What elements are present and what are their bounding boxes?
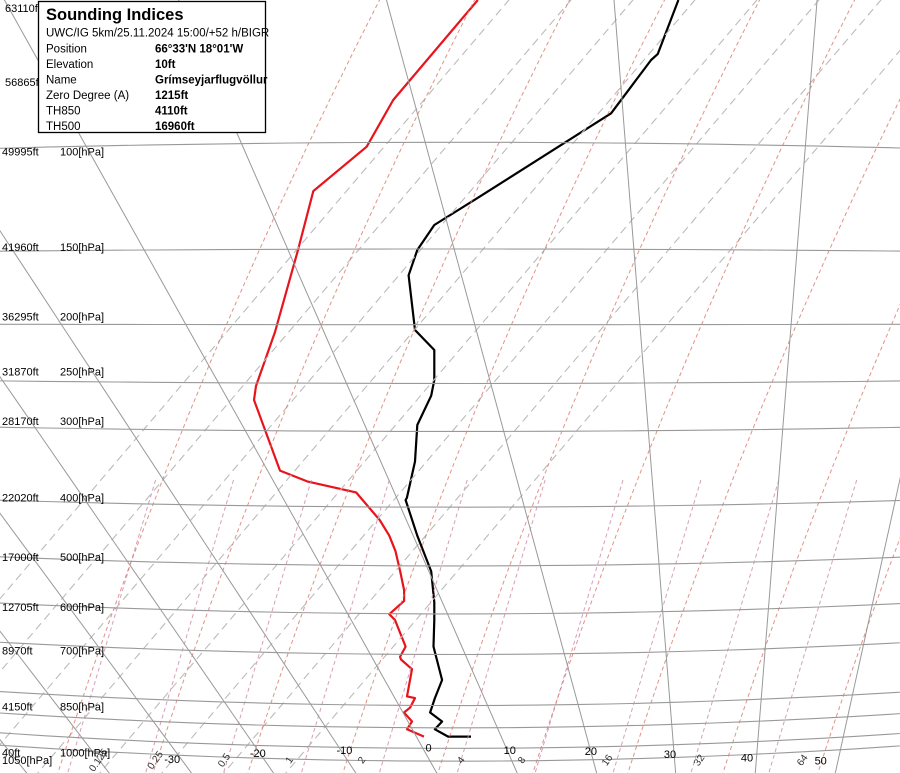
- svg-text:700[hPa]: 700[hPa]: [60, 645, 104, 657]
- svg-text:66°33'N 18°01'W: 66°33'N 18°01'W: [155, 44, 243, 56]
- svg-text:30: 30: [664, 749, 676, 761]
- svg-text:-30: -30: [164, 754, 180, 766]
- svg-text:0: 0: [425, 743, 431, 755]
- svg-text:10ft: 10ft: [155, 59, 176, 71]
- svg-text:36295ft: 36295ft: [2, 312, 39, 324]
- svg-text:31870ft: 31870ft: [2, 367, 39, 379]
- svg-text:UWC/IG 5km/25.11.2024 15:00/+5: UWC/IG 5km/25.11.2024 15:00/+52 h/BIGR: [46, 28, 269, 40]
- svg-text:Name: Name: [46, 75, 77, 87]
- svg-text:56865ft: 56865ft: [5, 77, 42, 89]
- svg-text:17000ft: 17000ft: [2, 552, 39, 564]
- svg-text:8970ft: 8970ft: [2, 645, 33, 657]
- svg-text:250[hPa]: 250[hPa]: [60, 367, 104, 379]
- svg-text:TH500: TH500: [46, 121, 81, 133]
- svg-text:4110ft: 4110ft: [155, 106, 188, 118]
- svg-text:300[hPa]: 300[hPa]: [60, 416, 104, 428]
- svg-text:16960ft: 16960ft: [155, 121, 195, 133]
- svg-text:150[hPa]: 150[hPa]: [60, 242, 104, 254]
- svg-text:49995ft: 49995ft: [2, 147, 39, 159]
- svg-text:1050[hPa]: 1050[hPa]: [2, 755, 52, 767]
- svg-text:TH850: TH850: [46, 106, 81, 118]
- svg-text:63110ft: 63110ft: [5, 3, 41, 15]
- svg-text:400[hPa]: 400[hPa]: [60, 493, 104, 505]
- svg-text:Sounding Indices: Sounding Indices: [46, 6, 184, 24]
- svg-text:22020ft: 22020ft: [2, 493, 39, 505]
- svg-text:-10: -10: [336, 745, 352, 757]
- svg-text:1215ft: 1215ft: [155, 90, 188, 102]
- svg-text:20: 20: [585, 746, 597, 758]
- svg-text:41960ft: 41960ft: [2, 242, 39, 254]
- svg-text:Grímseyjarflugvöllur: Grímseyjarflugvöllur: [155, 75, 268, 87]
- svg-text:12705ft: 12705ft: [2, 602, 39, 614]
- svg-text:40: 40: [741, 753, 753, 765]
- svg-text:50: 50: [815, 756, 827, 768]
- svg-text:4150ft: 4150ft: [2, 702, 33, 714]
- svg-text:200[hPa]: 200[hPa]: [60, 312, 104, 324]
- svg-text:Position: Position: [46, 44, 87, 56]
- svg-text:Zero Degree (A): Zero Degree (A): [46, 90, 129, 102]
- svg-text:500[hPa]: 500[hPa]: [60, 552, 104, 564]
- svg-text:28170ft: 28170ft: [2, 416, 39, 428]
- svg-text:600[hPa]: 600[hPa]: [60, 602, 104, 614]
- svg-text:850[hPa]: 850[hPa]: [60, 702, 104, 714]
- svg-text:10: 10: [504, 745, 516, 757]
- svg-text:-20: -20: [250, 748, 266, 760]
- svg-text:100[hPa]: 100[hPa]: [60, 147, 104, 159]
- svg-text:Elevation: Elevation: [46, 59, 93, 71]
